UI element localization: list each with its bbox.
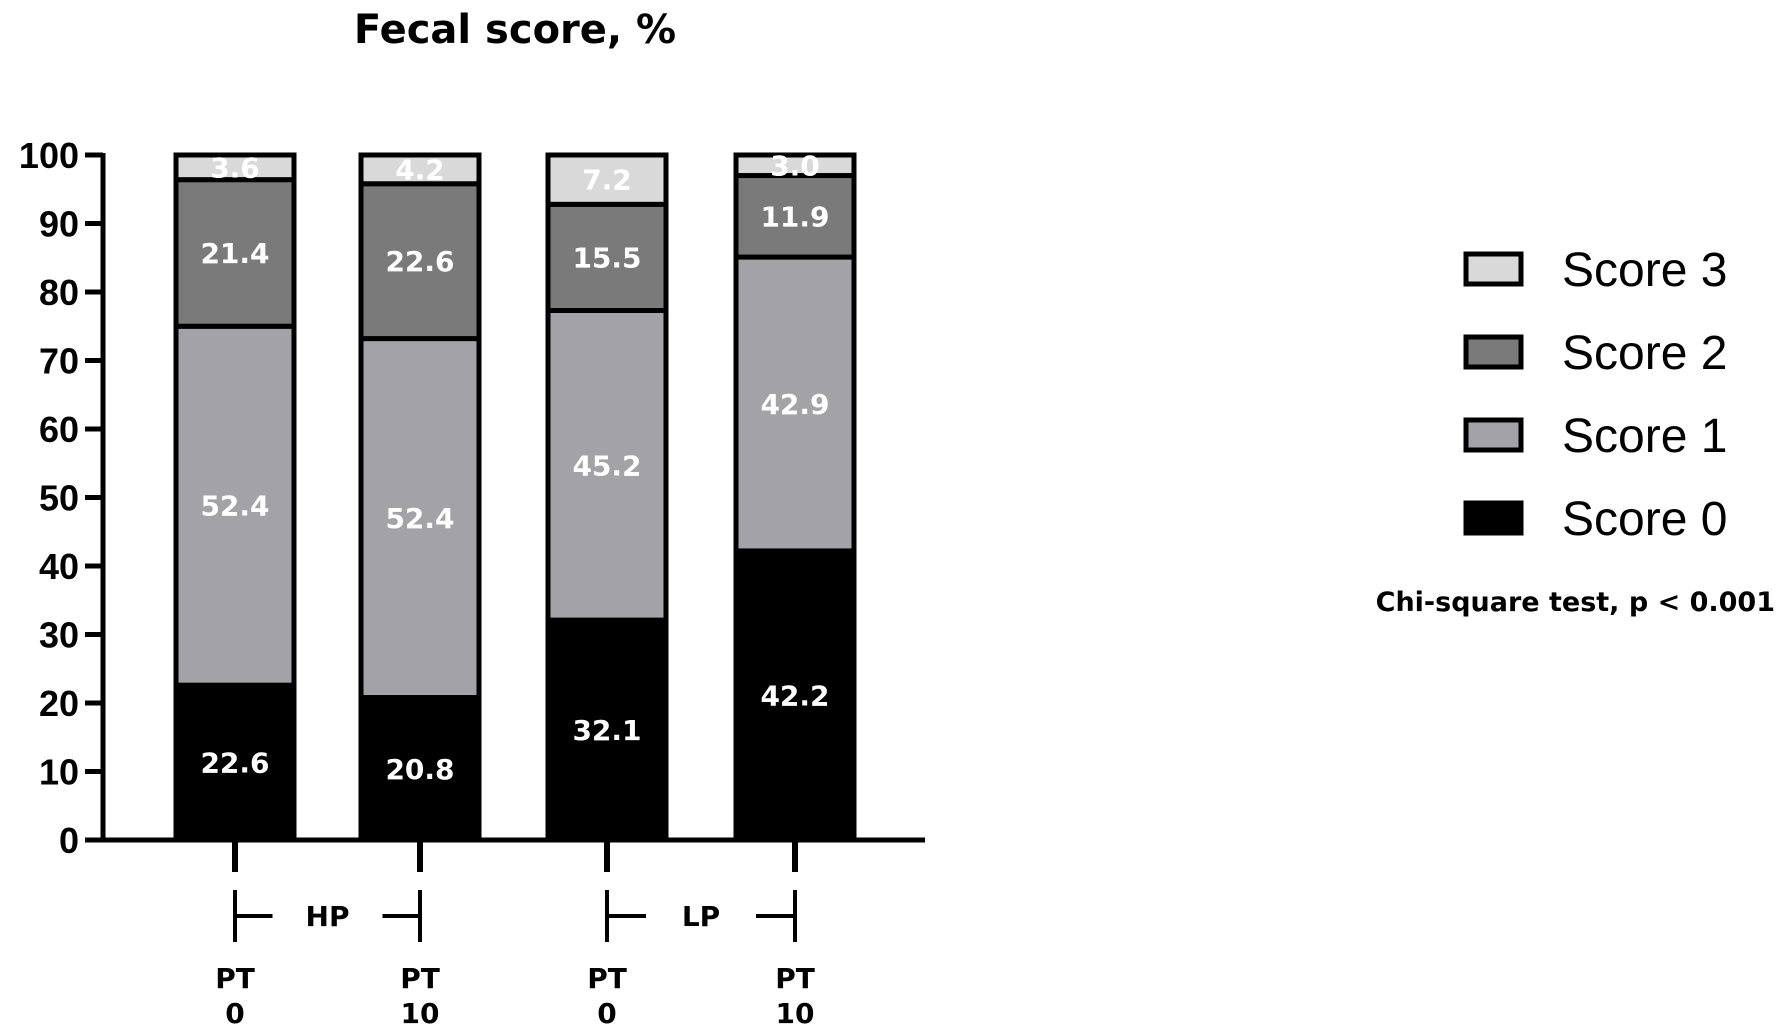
bar-segment-score-1: [733, 254, 857, 554]
bar-stack: 42.2 42.9 11.9 3.0: [733, 149, 857, 843]
group-bracket: HP: [233, 890, 422, 942]
data-label: 32.1: [572, 714, 641, 747]
y-tick-label: 70: [39, 341, 79, 382]
bar-stack: 20.8 52.4 22.6 4.2: [358, 152, 482, 843]
bar-segment-score-3: [733, 152, 857, 179]
bar-segment-score-2: [733, 173, 857, 260]
y-tick-label: 90: [39, 204, 79, 245]
bar-segment-score-3: [173, 152, 297, 183]
data-label: 22.6: [200, 747, 269, 780]
data-label: 52.4: [385, 502, 454, 535]
y-tick-label: 60: [39, 409, 79, 450]
bar-segment-score-0: [173, 682, 297, 843]
group-label: LP: [682, 900, 720, 933]
bar-segment-score-3: [358, 152, 482, 187]
y-tick-label: 20: [39, 683, 79, 724]
bar-segment-score-3: [545, 152, 669, 207]
data-label: 22.6: [385, 245, 454, 278]
data-label: 52.4: [200, 490, 269, 523]
bar-segment-score-1: [173, 323, 297, 688]
data-label: 20.8: [385, 753, 454, 786]
legend-item: Score 2: [1463, 327, 1727, 380]
y-tick-label: 40: [39, 546, 79, 587]
y-tick-label: 80: [39, 272, 79, 313]
bar-segment-score-2: [173, 177, 297, 329]
legend-label: Score 0: [1562, 493, 1727, 546]
y-tick-label: 10: [39, 752, 79, 793]
data-label: 3.0: [770, 149, 820, 182]
bar-stack: 22.6 52.4 21.4 3.6: [173, 151, 297, 843]
data-label: 11.9: [760, 200, 829, 233]
y-tick-label: 50: [39, 478, 79, 519]
category-label-line1: PT: [400, 962, 440, 995]
y-tick-label: 0: [59, 820, 79, 861]
data-label: 15.5: [572, 241, 641, 274]
legend-label: Score 3: [1562, 244, 1727, 297]
legend-item: Score 1: [1463, 410, 1727, 463]
legend-swatch: [1463, 251, 1524, 287]
data-label: 45.2: [572, 449, 641, 482]
legend: Score 3 Score 2 Score 1 Score 0: [1463, 244, 1727, 546]
category-label-line1: PT: [215, 962, 255, 995]
category-label-line1: PT: [587, 962, 627, 995]
data-label: 4.2: [395, 153, 445, 186]
legend-item: Score 3: [1463, 244, 1727, 297]
group-label: HP: [306, 900, 350, 933]
group-bracket: LP: [605, 890, 797, 942]
data-label: 42.2: [760, 679, 829, 712]
legend-swatch: [1463, 500, 1524, 536]
legend-item: Score 0: [1463, 493, 1727, 546]
bar-segment-score-0: [358, 695, 482, 843]
legend-label: Score 1: [1562, 410, 1727, 463]
legend-swatch: [1463, 417, 1524, 453]
y-tick-label: 100: [19, 135, 79, 176]
category-label-line2: 10: [776, 997, 815, 1029]
legend-label: Score 2: [1562, 327, 1727, 380]
data-label: 7.2: [582, 164, 632, 197]
category-label-line2: 0: [225, 997, 244, 1029]
data-label: 42.9: [760, 388, 829, 421]
data-label: 21.4: [200, 237, 269, 270]
legend-swatch: [1463, 334, 1524, 370]
y-tick-label: 30: [39, 615, 79, 656]
data-label: 3.6: [210, 151, 260, 184]
chart-title: Fecal score, %: [354, 7, 676, 53]
significance-note: Chi-square test, p < 0.001: [1376, 587, 1775, 618]
category-label-line2: 0: [597, 997, 616, 1029]
category-label-line2: 10: [401, 997, 440, 1029]
bar-stack: 32.1 45.2 15.5 7.2: [545, 152, 669, 843]
category-label-line1: PT: [775, 962, 815, 995]
bars: 22.6 52.4 21.4 3.6 20.8 52.4 22.6 4.2 32.1 45.2 15…: [173, 149, 857, 843]
